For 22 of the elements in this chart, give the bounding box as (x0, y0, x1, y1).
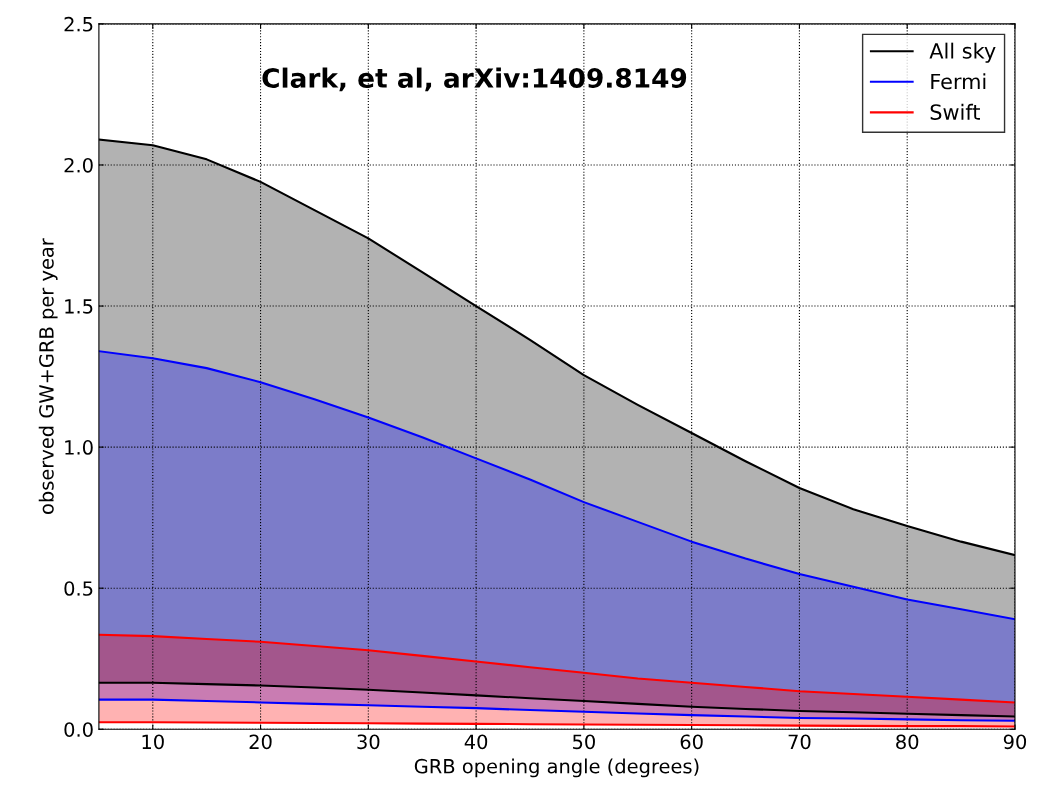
annotation: Clark, et al, arXiv:1409.8149 (262, 67, 687, 92)
y-tick-label: 2.5 (64, 16, 93, 32)
x-tick-label: 60 (680, 734, 703, 750)
legend-label: Swift (930, 103, 980, 120)
y-axis-title: observed GW+GRB per year (38, 238, 58, 514)
x-tick-label: 90 (1003, 734, 1027, 750)
x-tick-label: 70 (788, 734, 811, 750)
x-tick-label: 20 (249, 734, 272, 750)
x-axis-title: GRB opening angle (degrees) (414, 758, 699, 778)
y-tick-label: 0.5 (64, 581, 93, 596)
y-tick-label: 2.0 (64, 157, 93, 173)
y-tick-label: 1.5 (65, 299, 93, 314)
x-tick-label: 50 (573, 734, 595, 750)
line-series (98, 698, 1015, 722)
y-tick-label: 0.0 (64, 722, 93, 737)
x-tick-label: 80 (896, 734, 919, 750)
y-tick-label: 1.0 (65, 440, 93, 455)
legend-label: All sky (929, 42, 996, 63)
x-tick-label: 40 (464, 734, 488, 750)
x-tick-label: 30 (357, 734, 380, 750)
legend-label: Fermi (931, 73, 986, 90)
x-tick-label: 10 (142, 734, 164, 750)
